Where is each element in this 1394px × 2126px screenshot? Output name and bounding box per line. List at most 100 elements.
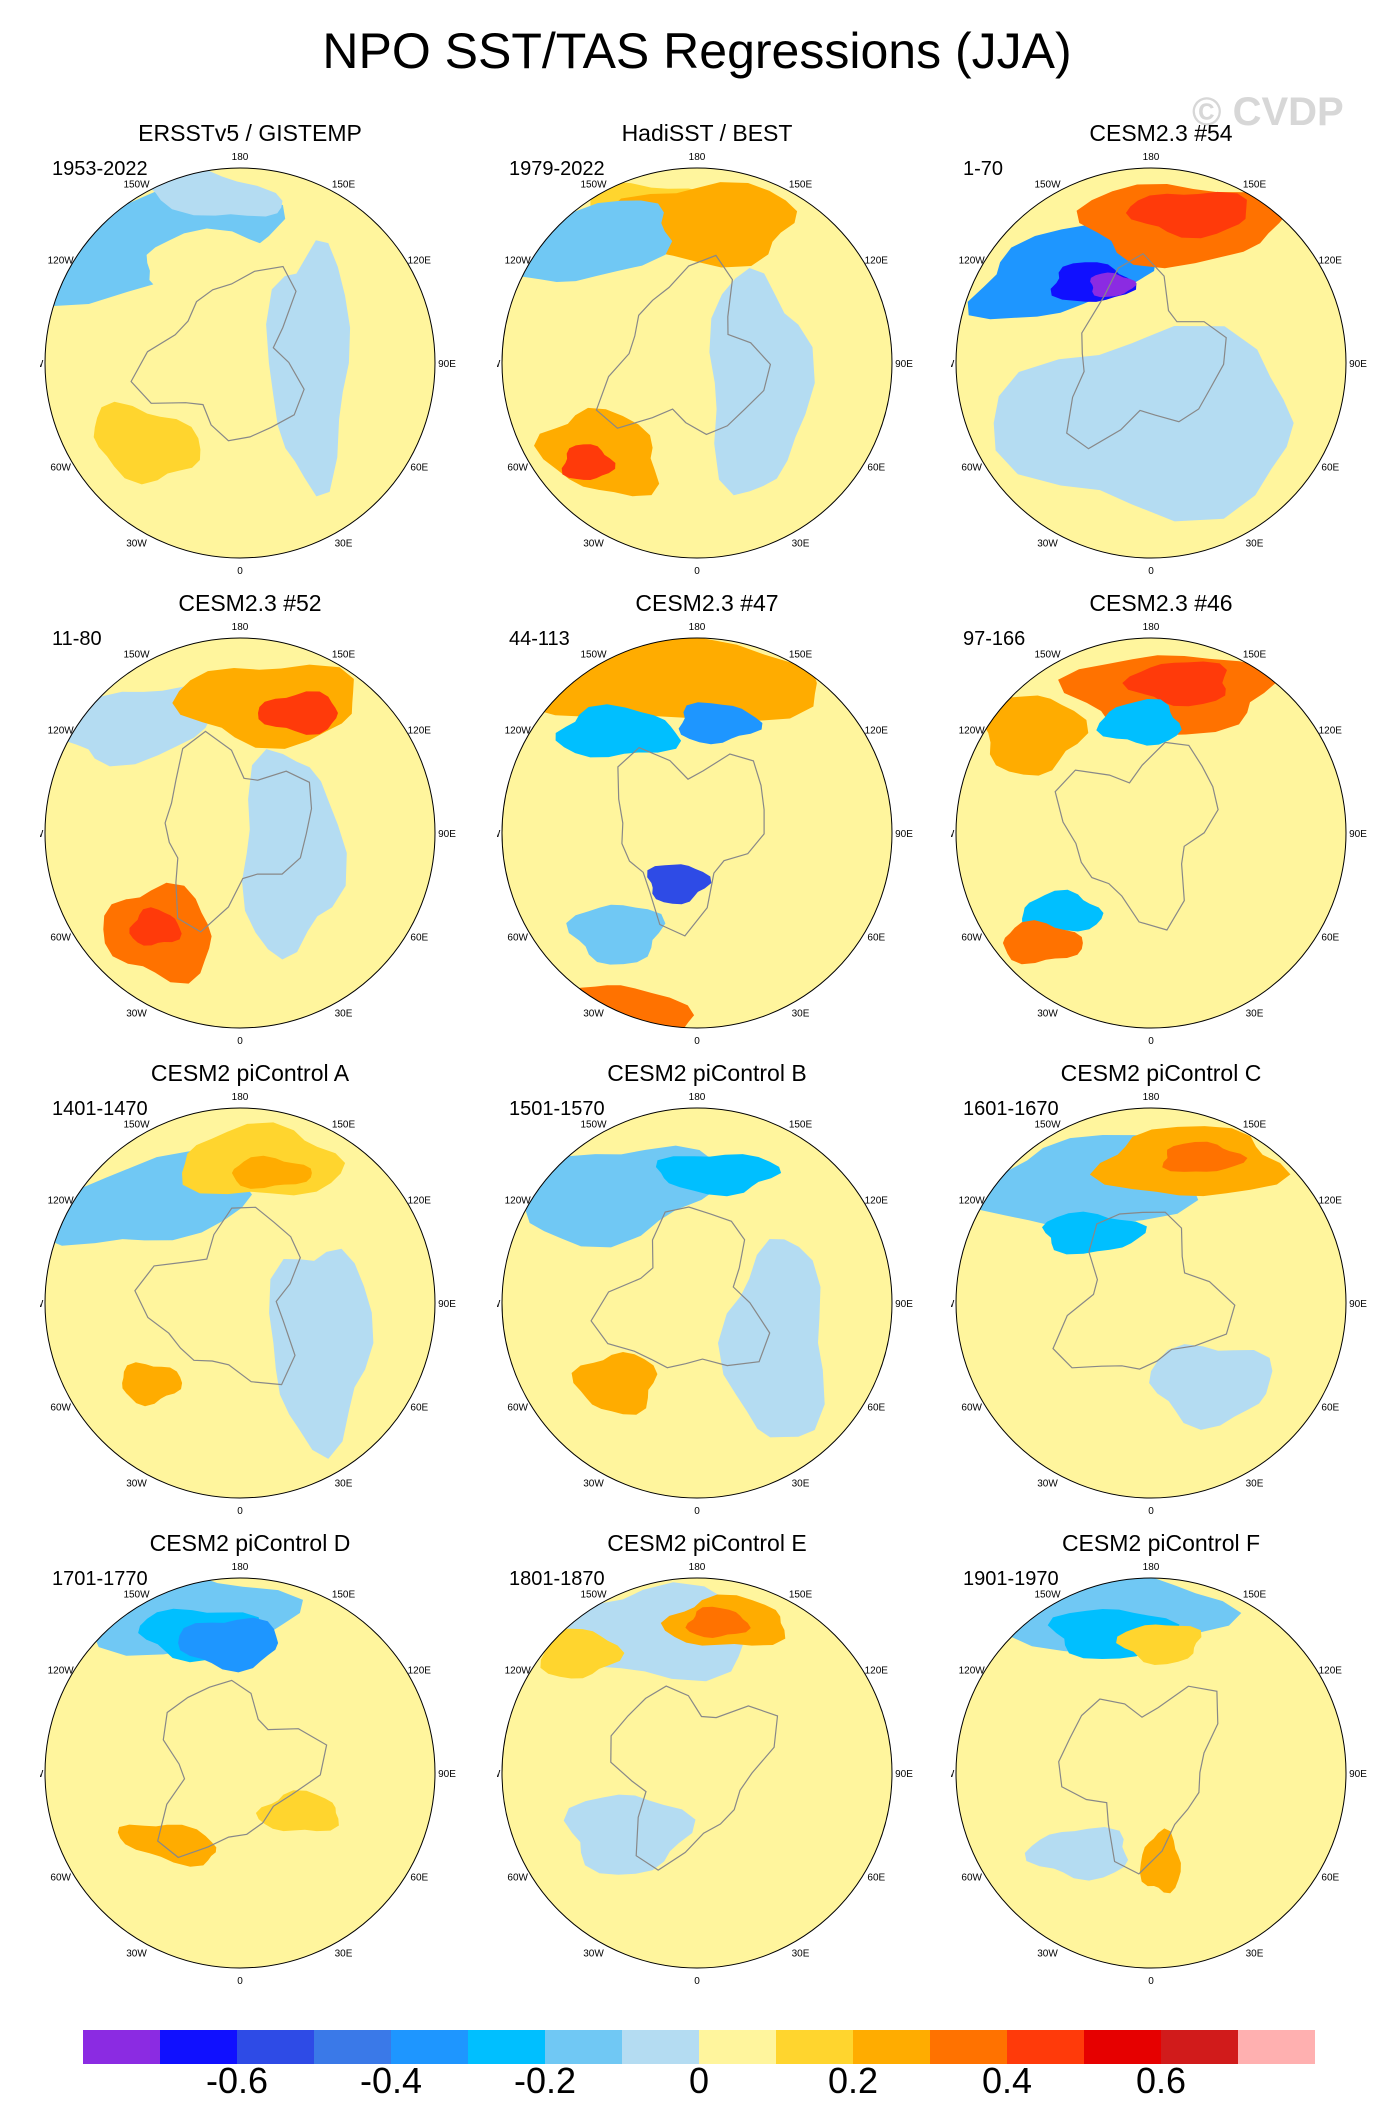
panel-years: 1-70 [963, 158, 1004, 180]
longitude-label: 90E [1349, 829, 1367, 840]
longitude-label: 90E [1349, 1769, 1367, 1780]
longitude-label: 150E [789, 1590, 813, 1601]
map-border [955, 637, 1347, 1029]
map-panel: 180 150E 120E 90E 60E 30E 0 30W 60W 90W 120W 150W CE… [40, 1530, 460, 2000]
colorbar-swatch [237, 2030, 315, 2064]
longitude-label: 60E [1321, 463, 1339, 474]
colorbar-swatch [314, 2030, 392, 2064]
longitude-label: 60E [867, 933, 885, 944]
coastline [157, 1679, 328, 1859]
longitude-label: 150E [332, 1120, 356, 1131]
map-border [501, 637, 893, 1029]
colorbar-swatch [1084, 2030, 1162, 2064]
longitude-label: 120W [48, 1196, 75, 1207]
longitude-label: 150W [1034, 650, 1061, 661]
panel-years: 97-166 [963, 628, 1026, 650]
polar-map: 180 150E 120E 90E 60E 30E 0 30W 60W 90W 120W 150W [40, 152, 456, 577]
panel-title: CESM2 piControl D [149, 1530, 351, 1556]
longitude-label: 0 [237, 1036, 243, 1047]
panel-title: CESM2 piControl C [1060, 1060, 1262, 1086]
anomaly-patch [1116, 1624, 1202, 1665]
colorbar-swatch [1161, 2030, 1239, 2064]
map-panel: 180 150E 120E 90E 60E 30E 0 30W 60W 90W 120W 150W CE… [951, 120, 1371, 590]
longitude-label: 90W [951, 829, 955, 840]
polar-map: 180 150E 120E 90E 60E 30E 0 30W 60W 90W 120W 150W [497, 1092, 913, 1517]
map-panel: 180 150E 120E 90E 60E 30E 0 30W 60W 90W 120W 150W CE… [497, 1530, 917, 2000]
longitude-label: 90E [438, 829, 456, 840]
longitude-label: 90W [40, 1299, 44, 1310]
polar-map: 180 150E 120E 90E 60E 30E 0 30W 60W 90W 120W 150W [951, 1562, 1367, 1987]
coastline [134, 1206, 301, 1386]
colorbar-tick-label: -0.6 [205, 2060, 269, 2101]
longitude-label: 0 [1148, 1976, 1154, 1987]
polar-map: 180 150E 120E 90E 60E 30E 0 30W 60W 90W 120W 150W [497, 622, 913, 1047]
longitude-label: 60W [961, 1873, 982, 1884]
colorbar-swatch [468, 2030, 546, 2064]
longitude-label: 90W [497, 829, 501, 840]
longitude-label: 120W [505, 1666, 532, 1677]
map-panel: 180 150E 120E 90E 60E 30E 0 30W 60W 90W 120W 150W ER… [40, 120, 460, 590]
longitude-label: 150E [789, 180, 813, 191]
colorbar-swatch [83, 2030, 161, 2064]
longitude-label: 30W [1037, 1948, 1058, 1959]
longitude-label: 0 [1148, 1506, 1154, 1517]
map-border [44, 1107, 436, 1499]
polar-map: 180 150E 120E 90E 60E 30E 0 30W 60W 90W 120W 150W [497, 152, 913, 577]
longitude-label: 150W [580, 1590, 607, 1601]
coastline [164, 730, 313, 933]
longitude-label: 90E [895, 359, 913, 370]
anomaly-patch [502, 638, 817, 723]
longitude-label: 150E [1243, 1590, 1267, 1601]
polar-map: 180 150E 120E 90E 60E 30E 0 30W 60W 90W 120W 150W [951, 152, 1367, 577]
anomaly-patch [255, 1790, 339, 1832]
longitude-label: 90W [40, 1769, 44, 1780]
longitude-label: 60W [961, 463, 982, 474]
longitude-label: 180 [1143, 1562, 1160, 1573]
coastline [595, 254, 772, 436]
longitude-label: 60E [867, 463, 885, 474]
map-panel: 180 150E 120E 90E 60E 30E 0 30W 60W 90W 120W 150W CE… [40, 1060, 460, 1530]
polar-map: 180 150E 120E 90E 60E 30E 0 30W 60W 90W 120W 150W [40, 622, 456, 1047]
polar-map: 180 150E 120E 90E 60E 30E 0 30W 60W 90W 120W 150W [497, 1562, 913, 1987]
longitude-label: 30E [792, 1948, 810, 1959]
longitude-label: 120W [48, 1666, 75, 1677]
anomaly-patch [146, 228, 308, 294]
panel-title: CESM2.3 #47 [635, 590, 779, 616]
longitude-label: 120E [1319, 1666, 1343, 1677]
longitude-label: 60W [50, 463, 71, 474]
longitude-label: 60E [1321, 1403, 1339, 1414]
longitude-label: 60E [1321, 1873, 1339, 1884]
cvdp-watermark: © CVDP [1192, 90, 1344, 134]
polar-map: 180 150E 120E 90E 60E 30E 0 30W 60W 90W 120W 150W [40, 1092, 456, 1517]
figure-title: NPO SST/TAS Regressions (JJA) [322, 23, 1072, 79]
polar-map: 180 150E 120E 90E 60E 30E 0 30W 60W 90W 120W 150W [951, 1092, 1367, 1517]
longitude-label: 30W [1037, 1478, 1058, 1489]
anomaly-patch [1096, 699, 1182, 746]
anomaly-patch [178, 1617, 279, 1673]
longitude-label: 30W [583, 1948, 604, 1959]
anomaly-patch [647, 864, 712, 905]
longitude-label: 60E [410, 933, 428, 944]
anomaly-patch [685, 1606, 751, 1638]
anomaly-patch [678, 702, 763, 745]
longitude-label: 60W [50, 1873, 71, 1884]
panel-title: CESM2 piControl F [1061, 1530, 1261, 1556]
panel-years: 1701-1770 [52, 1568, 148, 1590]
longitude-label: 150E [332, 180, 356, 191]
anomaly-patch [508, 200, 673, 282]
longitude-label: 30W [126, 1478, 147, 1489]
anomaly-patch [231, 1155, 312, 1189]
longitude-label: 60E [867, 1403, 885, 1414]
longitude-label: 30E [792, 1478, 810, 1489]
anomaly-patch [1002, 920, 1083, 965]
colorbar-swatch [699, 2030, 777, 2064]
longitude-label: 60W [961, 933, 982, 944]
longitude-label: 0 [694, 1036, 700, 1047]
anomaly-patch [266, 240, 351, 497]
longitude-label: 30E [792, 538, 810, 549]
coastline [130, 265, 305, 442]
map-panel: 180 150E 120E 90E 60E 30E 0 30W 60W 90W 120W 150W CE… [951, 590, 1371, 1060]
anomaly-patch [93, 401, 201, 485]
longitude-label: 150E [1243, 180, 1267, 191]
longitude-label: 90W [497, 359, 501, 370]
